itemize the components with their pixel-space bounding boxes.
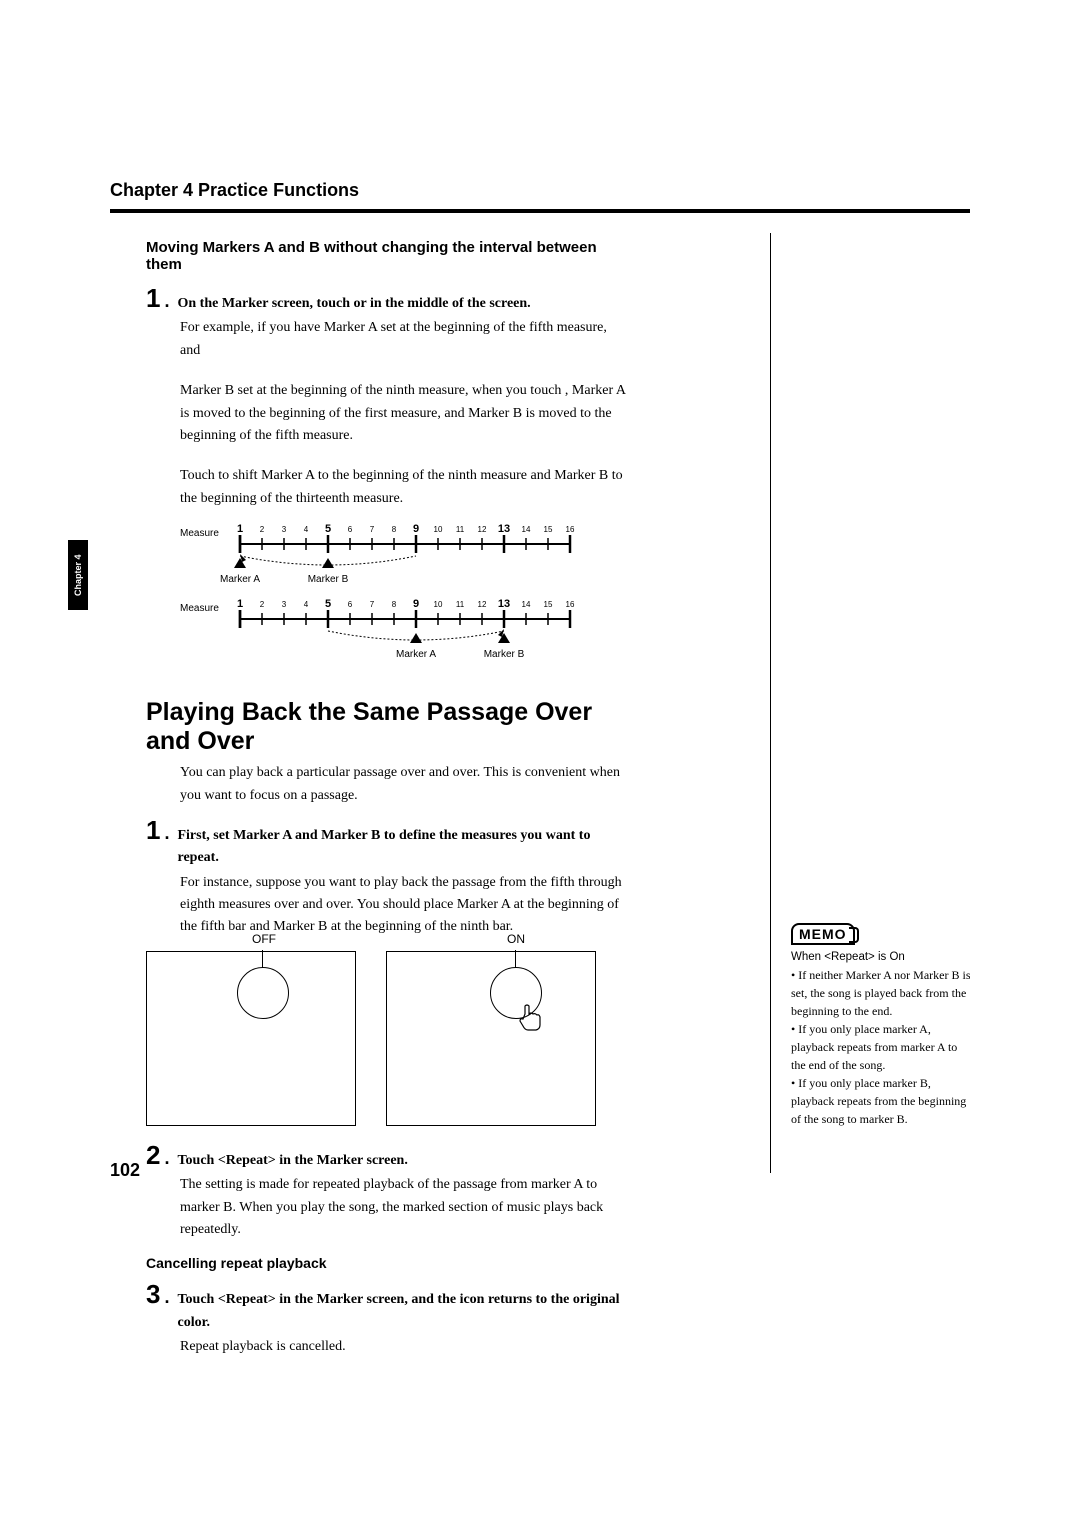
svg-text:7: 7 [370, 600, 375, 609]
memo-bullet1: • If neither Marker A nor Marker B is se… [791, 966, 970, 1020]
section1-step1: 1. On the Marker screen, touch or in the… [146, 285, 630, 315]
memo-bullet2: • If you only place marker A, playback r… [791, 1020, 970, 1074]
marker-diagram: Measure12345678910111213141516Marker AMa… [180, 524, 630, 674]
section2-step1: 1. First, set Marker A and Marker B to d… [146, 817, 630, 870]
chapter-tab: Chapter 4 [68, 540, 88, 610]
svg-text:13: 13 [498, 598, 510, 610]
page-number: 102 [110, 1160, 140, 1181]
svg-text:14: 14 [522, 600, 531, 609]
svg-text:6: 6 [348, 525, 353, 534]
svg-text:11: 11 [456, 600, 465, 609]
on-pointer-line [515, 950, 516, 968]
memo-icon: MEMO [791, 923, 855, 945]
s2-step1-body: For instance, suppose you want to play b… [180, 872, 630, 939]
svg-text:9: 9 [413, 524, 419, 535]
svg-text:16: 16 [566, 600, 575, 609]
repeat-on-box: ON [386, 951, 596, 1126]
svg-text:4: 4 [304, 600, 309, 609]
svg-text:Marker B: Marker B [484, 649, 525, 660]
step1-body1: For example, if you have Marker A set at… [180, 317, 630, 362]
step-number: 2 [146, 1142, 160, 1168]
svg-text:7: 7 [370, 525, 375, 534]
step-dot: . [164, 823, 169, 844]
chapter-title: Chapter 4 Practice Functions [110, 180, 970, 201]
svg-text:2: 2 [260, 600, 265, 609]
svg-text:10: 10 [434, 525, 443, 534]
svg-text:1: 1 [237, 524, 243, 535]
svg-text:15: 15 [544, 600, 553, 609]
section2-step3: 3. Touch <Repeat> in the Marker screen, … [146, 1281, 630, 1334]
step-dot: . [164, 291, 169, 312]
svg-text:Marker A: Marker A [220, 574, 260, 585]
svg-text:3: 3 [282, 600, 287, 609]
svg-text:13: 13 [498, 524, 510, 535]
cancel-heading: Cancelling repeat playback [146, 1255, 630, 1271]
off-label: OFF [252, 932, 276, 946]
memo-bullet3: • If you only place marker B, playback r… [791, 1074, 970, 1128]
touch-hand-icon [517, 1002, 547, 1032]
off-circle [237, 967, 289, 1019]
step1-body2: Marker B set at the beginning of the nin… [180, 380, 630, 447]
svg-text:11: 11 [456, 525, 465, 534]
svg-text:Measure: Measure [180, 528, 219, 539]
svg-text:12: 12 [478, 525, 487, 534]
section-moving-markers-heading: Moving Markers A and B without changing … [146, 239, 630, 273]
measure-timeline-svg: Measure12345678910111213141516Marker AMa… [180, 524, 640, 674]
svg-text:6: 6 [348, 600, 353, 609]
svg-text:8: 8 [392, 525, 397, 534]
memo-block: MEMO When <Repeat> is On • If neither Ma… [791, 923, 970, 1128]
step1-body3: Touch to shift Marker A to the beginning… [180, 465, 630, 510]
step-number: 1 [146, 817, 160, 843]
repeat-diagram: OFF ON [146, 951, 630, 1126]
section2-step2: 2. Touch <Repeat> in the Marker screen. [146, 1142, 630, 1172]
svg-text:9: 9 [413, 598, 419, 610]
svg-text:3: 3 [282, 525, 287, 534]
s2-step2-head: Touch <Repeat> in the Marker screen. [177, 1150, 407, 1172]
svg-text:4: 4 [304, 525, 309, 534]
memo-line1: When <Repeat> is On [791, 949, 970, 966]
svg-text:Measure: Measure [180, 603, 219, 614]
svg-text:15: 15 [544, 525, 553, 534]
svg-text:12: 12 [478, 600, 487, 609]
svg-text:Marker A: Marker A [396, 649, 436, 660]
svg-text:14: 14 [522, 525, 531, 534]
chapter-rule [110, 209, 970, 213]
s2-step3-head: Touch <Repeat> in the Marker screen, and… [177, 1289, 630, 1334]
svg-text:1: 1 [237, 598, 243, 610]
section-playback-heading: Playing Back the Same Passage Over and O… [146, 698, 630, 756]
svg-text:5: 5 [325, 598, 331, 610]
step1-head: On the Marker screen, touch or in the mi… [177, 293, 530, 315]
step-dot: . [164, 1287, 169, 1308]
s2-step3-body: Repeat playback is cancelled. [180, 1336, 630, 1358]
svg-text:10: 10 [434, 600, 443, 609]
repeat-off-box: OFF [146, 951, 356, 1126]
on-label: ON [507, 932, 525, 946]
svg-text:Marker B: Marker B [308, 574, 349, 585]
svg-text:16: 16 [566, 525, 575, 534]
s2-step1-head: First, set Marker A and Marker B to defi… [177, 825, 630, 870]
section2-intro: You can play back a particular passage o… [180, 762, 630, 807]
main-column: Moving Markers A and B without changing … [110, 233, 630, 1359]
svg-text:5: 5 [325, 524, 331, 535]
off-pointer-line [262, 950, 263, 968]
side-column: MEMO When <Repeat> is On • If neither Ma… [770, 233, 970, 1173]
svg-text:8: 8 [392, 600, 397, 609]
page-content: Chapter 4 Practice Functions Moving Mark… [110, 180, 970, 1359]
step-number: 3 [146, 1281, 160, 1307]
svg-text:2: 2 [260, 525, 265, 534]
step-number: 1 [146, 285, 160, 311]
step-dot: . [164, 1148, 169, 1169]
s2-step2-body: The setting is made for repeated playbac… [180, 1174, 630, 1241]
